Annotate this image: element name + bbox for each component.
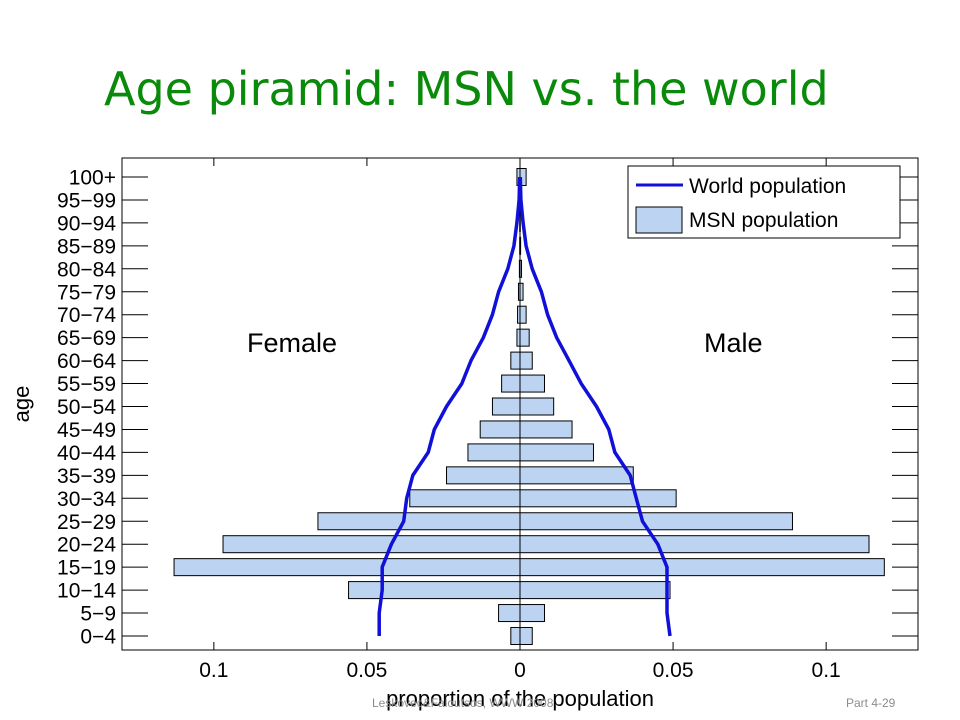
msn-male-bar bbox=[519, 581, 671, 600]
msn-male-bar bbox=[519, 282, 524, 301]
msn-male-bar bbox=[519, 305, 527, 324]
msn-male-bar bbox=[519, 259, 523, 278]
x-tick-label: 0.05 bbox=[653, 659, 694, 682]
y-tick-label: 85−89 bbox=[57, 235, 116, 258]
world-male-line bbox=[518, 176, 672, 637]
footer-citation: Leskovec&Faloutsos, WWW 2008 bbox=[372, 696, 554, 710]
y-tick-label: 55−59 bbox=[57, 373, 116, 396]
msn-male-bar bbox=[519, 489, 677, 508]
female-label: Female bbox=[247, 328, 337, 358]
y-tick-label: 25−29 bbox=[57, 511, 116, 534]
msn-female-bar bbox=[222, 535, 521, 554]
msn-bars bbox=[173, 168, 885, 645]
y-tick-label: 0−4 bbox=[80, 626, 116, 649]
msn-male-bar bbox=[519, 397, 555, 416]
y-tick-label: 20−24 bbox=[57, 534, 116, 557]
msn-male-bar bbox=[519, 604, 545, 623]
msn-male-bar bbox=[519, 168, 527, 186]
msn-female-bar bbox=[317, 512, 521, 531]
y-tick-label: 15−19 bbox=[57, 557, 116, 580]
x-tick-label: 0.05 bbox=[346, 659, 387, 682]
y-tick-label: 40−44 bbox=[57, 442, 116, 465]
msn-female-bar bbox=[348, 581, 521, 600]
msn-female-bar bbox=[510, 627, 521, 645]
legend-msn-swatch bbox=[635, 206, 683, 234]
legend: World population MSN population bbox=[627, 165, 901, 239]
x-tick-label: 0.1 bbox=[812, 659, 841, 682]
y-axis-label: age bbox=[9, 386, 34, 423]
x-axis-label: proportion of the population bbox=[386, 686, 654, 711]
msn-female-bar bbox=[491, 397, 521, 416]
msn-female-bar bbox=[409, 489, 521, 508]
msn-male-bar bbox=[519, 627, 533, 645]
msn-male-bar bbox=[519, 535, 870, 554]
msn-female-bar bbox=[173, 558, 521, 577]
msn-male-bar bbox=[519, 236, 522, 255]
y-tick-label: 35−39 bbox=[57, 465, 116, 488]
msn-female-bar bbox=[467, 443, 521, 462]
slide-title: Age piramid: MSN vs. the world bbox=[104, 62, 829, 116]
legend-msn-label: MSN population bbox=[689, 209, 838, 232]
y-tick-label: 75−79 bbox=[57, 281, 116, 304]
legend-world-label: World population bbox=[689, 175, 846, 198]
y-tick-label: 65−69 bbox=[57, 327, 116, 350]
msn-male-bar bbox=[519, 351, 533, 370]
world-lines bbox=[377, 176, 672, 637]
y-tick-label: 50−54 bbox=[57, 396, 116, 419]
msn-male-bar bbox=[519, 466, 634, 485]
y-tick-label: 10−14 bbox=[57, 580, 116, 603]
msn-male-bar bbox=[519, 374, 545, 393]
y-tick-label: 60−64 bbox=[57, 350, 116, 373]
y-tick-label: 5−9 bbox=[80, 603, 116, 626]
footer-page-number: Part 4-29 bbox=[846, 696, 896, 710]
y-tick-label: 80−84 bbox=[57, 258, 116, 281]
y-tick-label: 30−34 bbox=[57, 488, 116, 511]
msn-male-bar bbox=[519, 443, 594, 462]
msn-female-bar bbox=[501, 374, 521, 393]
world-female-line bbox=[377, 176, 522, 636]
msn-female-bar bbox=[479, 420, 521, 439]
y-tick-label: 70−74 bbox=[57, 304, 116, 327]
y-tick-label: 95−99 bbox=[57, 189, 116, 212]
msn-male-bar bbox=[519, 420, 573, 439]
x-ticks: 0.1 0.05 0 0.05 0.1 bbox=[199, 158, 841, 682]
y-tick-label: 90−94 bbox=[57, 212, 116, 235]
msn-male-bar bbox=[519, 512, 793, 531]
msn-female-bar bbox=[446, 466, 521, 485]
msn-male-bar bbox=[519, 558, 885, 577]
msn-female-bar bbox=[510, 351, 521, 370]
x-tick-label: 0 bbox=[514, 659, 526, 682]
y-tick-label: 100+ bbox=[69, 167, 116, 190]
msn-female-bar bbox=[498, 604, 521, 623]
y-ticks: 0−45−910−1415−1920−2425−2930−3435−3940−4… bbox=[57, 167, 918, 649]
y-tick-label: 45−49 bbox=[57, 419, 116, 442]
x-tick-label: 0.1 bbox=[199, 659, 228, 682]
male-label: Male bbox=[704, 328, 763, 358]
msn-male-bar bbox=[519, 328, 530, 347]
